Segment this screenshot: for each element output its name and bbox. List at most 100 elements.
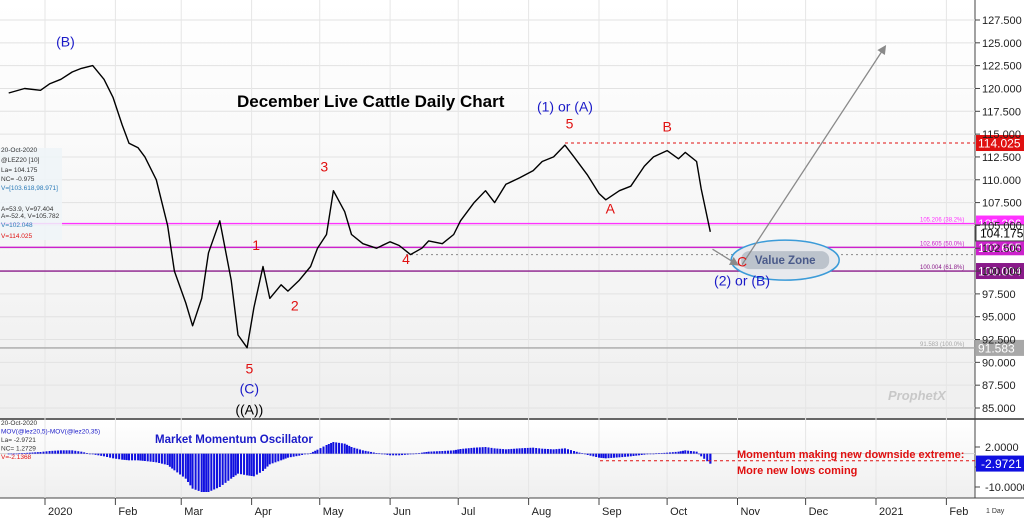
oscillator-bar: [689, 451, 692, 454]
y-tick-label: 100.000: [982, 266, 1022, 278]
oscillator-bar: [695, 451, 698, 454]
oscillator-bar: [660, 453, 663, 454]
oscillator-bar: [607, 453, 610, 459]
oscillator-bar: [487, 447, 490, 454]
oscillator-bar: [118, 453, 121, 460]
oscillator-y-axis: 2.0000-4.0000-10.0000-2.9721: [975, 442, 1024, 494]
x-tick-label: Sep: [602, 506, 622, 518]
oscillator-bar: [510, 448, 513, 454]
y-tick-label: 90.000: [982, 357, 1016, 369]
oscillator-bar: [383, 453, 386, 455]
osc-y-tick-label: 2.0000: [985, 442, 1019, 454]
y-tick-label: 87.500: [982, 380, 1016, 392]
price-line: [8, 64, 711, 349]
level-tag: [976, 135, 1024, 152]
oscillator-bar: [563, 448, 566, 454]
oscillator-bar: [48, 451, 51, 454]
oscillator-bar: [36, 452, 39, 454]
info-line: 20-Oct-2020: [1, 147, 38, 154]
oscillator-bar: [207, 453, 210, 492]
oscillator-bar: [15, 453, 18, 455]
wave-label: 3: [320, 159, 328, 175]
oscillator-bar: [23, 453, 26, 454]
oscillator-bar: [532, 447, 535, 454]
down-arrow: [712, 248, 740, 266]
oscillator-bar: [464, 448, 467, 454]
wave-label: (1) or (A): [537, 98, 593, 114]
oscillator-info-panel: 20-Oct-2020 MOV(@lez20,5)-MOV(@lez20,35)L…: [1, 420, 100, 461]
oscillator-bar: [280, 453, 283, 461]
oscillator-bar: [10, 453, 13, 455]
oscillator-bar: [314, 450, 317, 454]
oscillator-bar: [401, 453, 404, 456]
oscillator-bar: [478, 447, 481, 454]
x-tick-label: Feb: [949, 506, 968, 518]
y-tick-label: 97.500: [982, 289, 1016, 301]
info-line: V=102.048: [1, 222, 33, 229]
level-tag-label: 100.004: [978, 265, 1022, 279]
oscillator-bar: [566, 449, 569, 454]
oscillator-bar: [332, 442, 335, 454]
oscillator-bar: [121, 453, 124, 460]
oscillator-bar: [266, 453, 269, 467]
oscillator-bar: [202, 453, 205, 492]
oscillator-bar: [88, 453, 91, 455]
oscillator-bar: [71, 450, 74, 454]
last-price-label: 104.175: [980, 226, 1024, 240]
oscillator-bar: [610, 453, 613, 458]
oscillator-bar: [68, 450, 71, 454]
oscillator-bar: [243, 453, 246, 475]
oscillator-bar: [538, 448, 541, 454]
oscillator-bar: [171, 453, 174, 469]
wave-label: (2) or (B): [714, 273, 770, 289]
oscillator-bar: [359, 449, 362, 454]
oscillator-bar: [406, 453, 409, 455]
oscillator-bar: [624, 453, 627, 457]
level-tag: [976, 263, 1024, 280]
oscillator-bar: [248, 453, 251, 476]
info-line: La= 104.175: [1, 167, 38, 174]
oscillator-bar: [447, 450, 450, 454]
oscillator-bar: [224, 453, 227, 483]
oscillator-bar: [671, 452, 674, 454]
y-tick-label: 115.000: [982, 129, 1021, 141]
oscillator-bar: [316, 449, 319, 454]
oscillator-bar: [284, 453, 287, 459]
wave-label: (B): [56, 33, 75, 49]
oscillator-bar: [100, 453, 103, 456]
level-tag-label: 91.583: [978, 341, 1015, 355]
last-price-tag: [975, 224, 1024, 242]
osc-info-line: La= -2.9721: [1, 437, 36, 444]
level-note: 102.605 (50.0%): [920, 241, 964, 247]
oscillator-bar: [420, 452, 423, 454]
oscillator-bar: [103, 453, 106, 457]
oscillator-bar: [682, 450, 685, 454]
oscillator-bar: [507, 449, 510, 454]
oscillator-bar: [18, 453, 21, 455]
x-tick-label: Dec: [809, 506, 829, 518]
oscillator-bar: [97, 453, 100, 456]
wave-label: 4: [402, 251, 410, 267]
osc-info-line: NC= 1.2729: [1, 446, 36, 453]
oscillator-bar: [179, 453, 182, 475]
x-tick-label: Apr: [255, 506, 272, 518]
oscillator-bar: [57, 450, 60, 454]
oscillator-bar: [649, 453, 652, 455]
oscillator-bar: [444, 450, 447, 454]
oscillator-bar: [240, 453, 243, 475]
oscillator-bar: [372, 452, 375, 454]
oscillator-bar: [158, 453, 161, 463]
oscillator-note-2: More new lows coming: [737, 465, 857, 477]
oscillator-bar: [166, 453, 169, 465]
oscillator-bar: [706, 453, 709, 462]
oscillator-bar: [77, 451, 80, 454]
oscillator-bar: [433, 451, 436, 454]
oscillator-bar: [54, 450, 57, 454]
oscillator-bar: [700, 453, 703, 457]
oscillator-bar: [149, 453, 152, 462]
y-tick-label: 95.000: [982, 312, 1016, 324]
level-tag: [976, 339, 1024, 356]
wave-label: B: [662, 118, 671, 134]
oscillator-bar: [703, 453, 706, 459]
osc-info-line: V=-2.1368: [1, 454, 32, 461]
